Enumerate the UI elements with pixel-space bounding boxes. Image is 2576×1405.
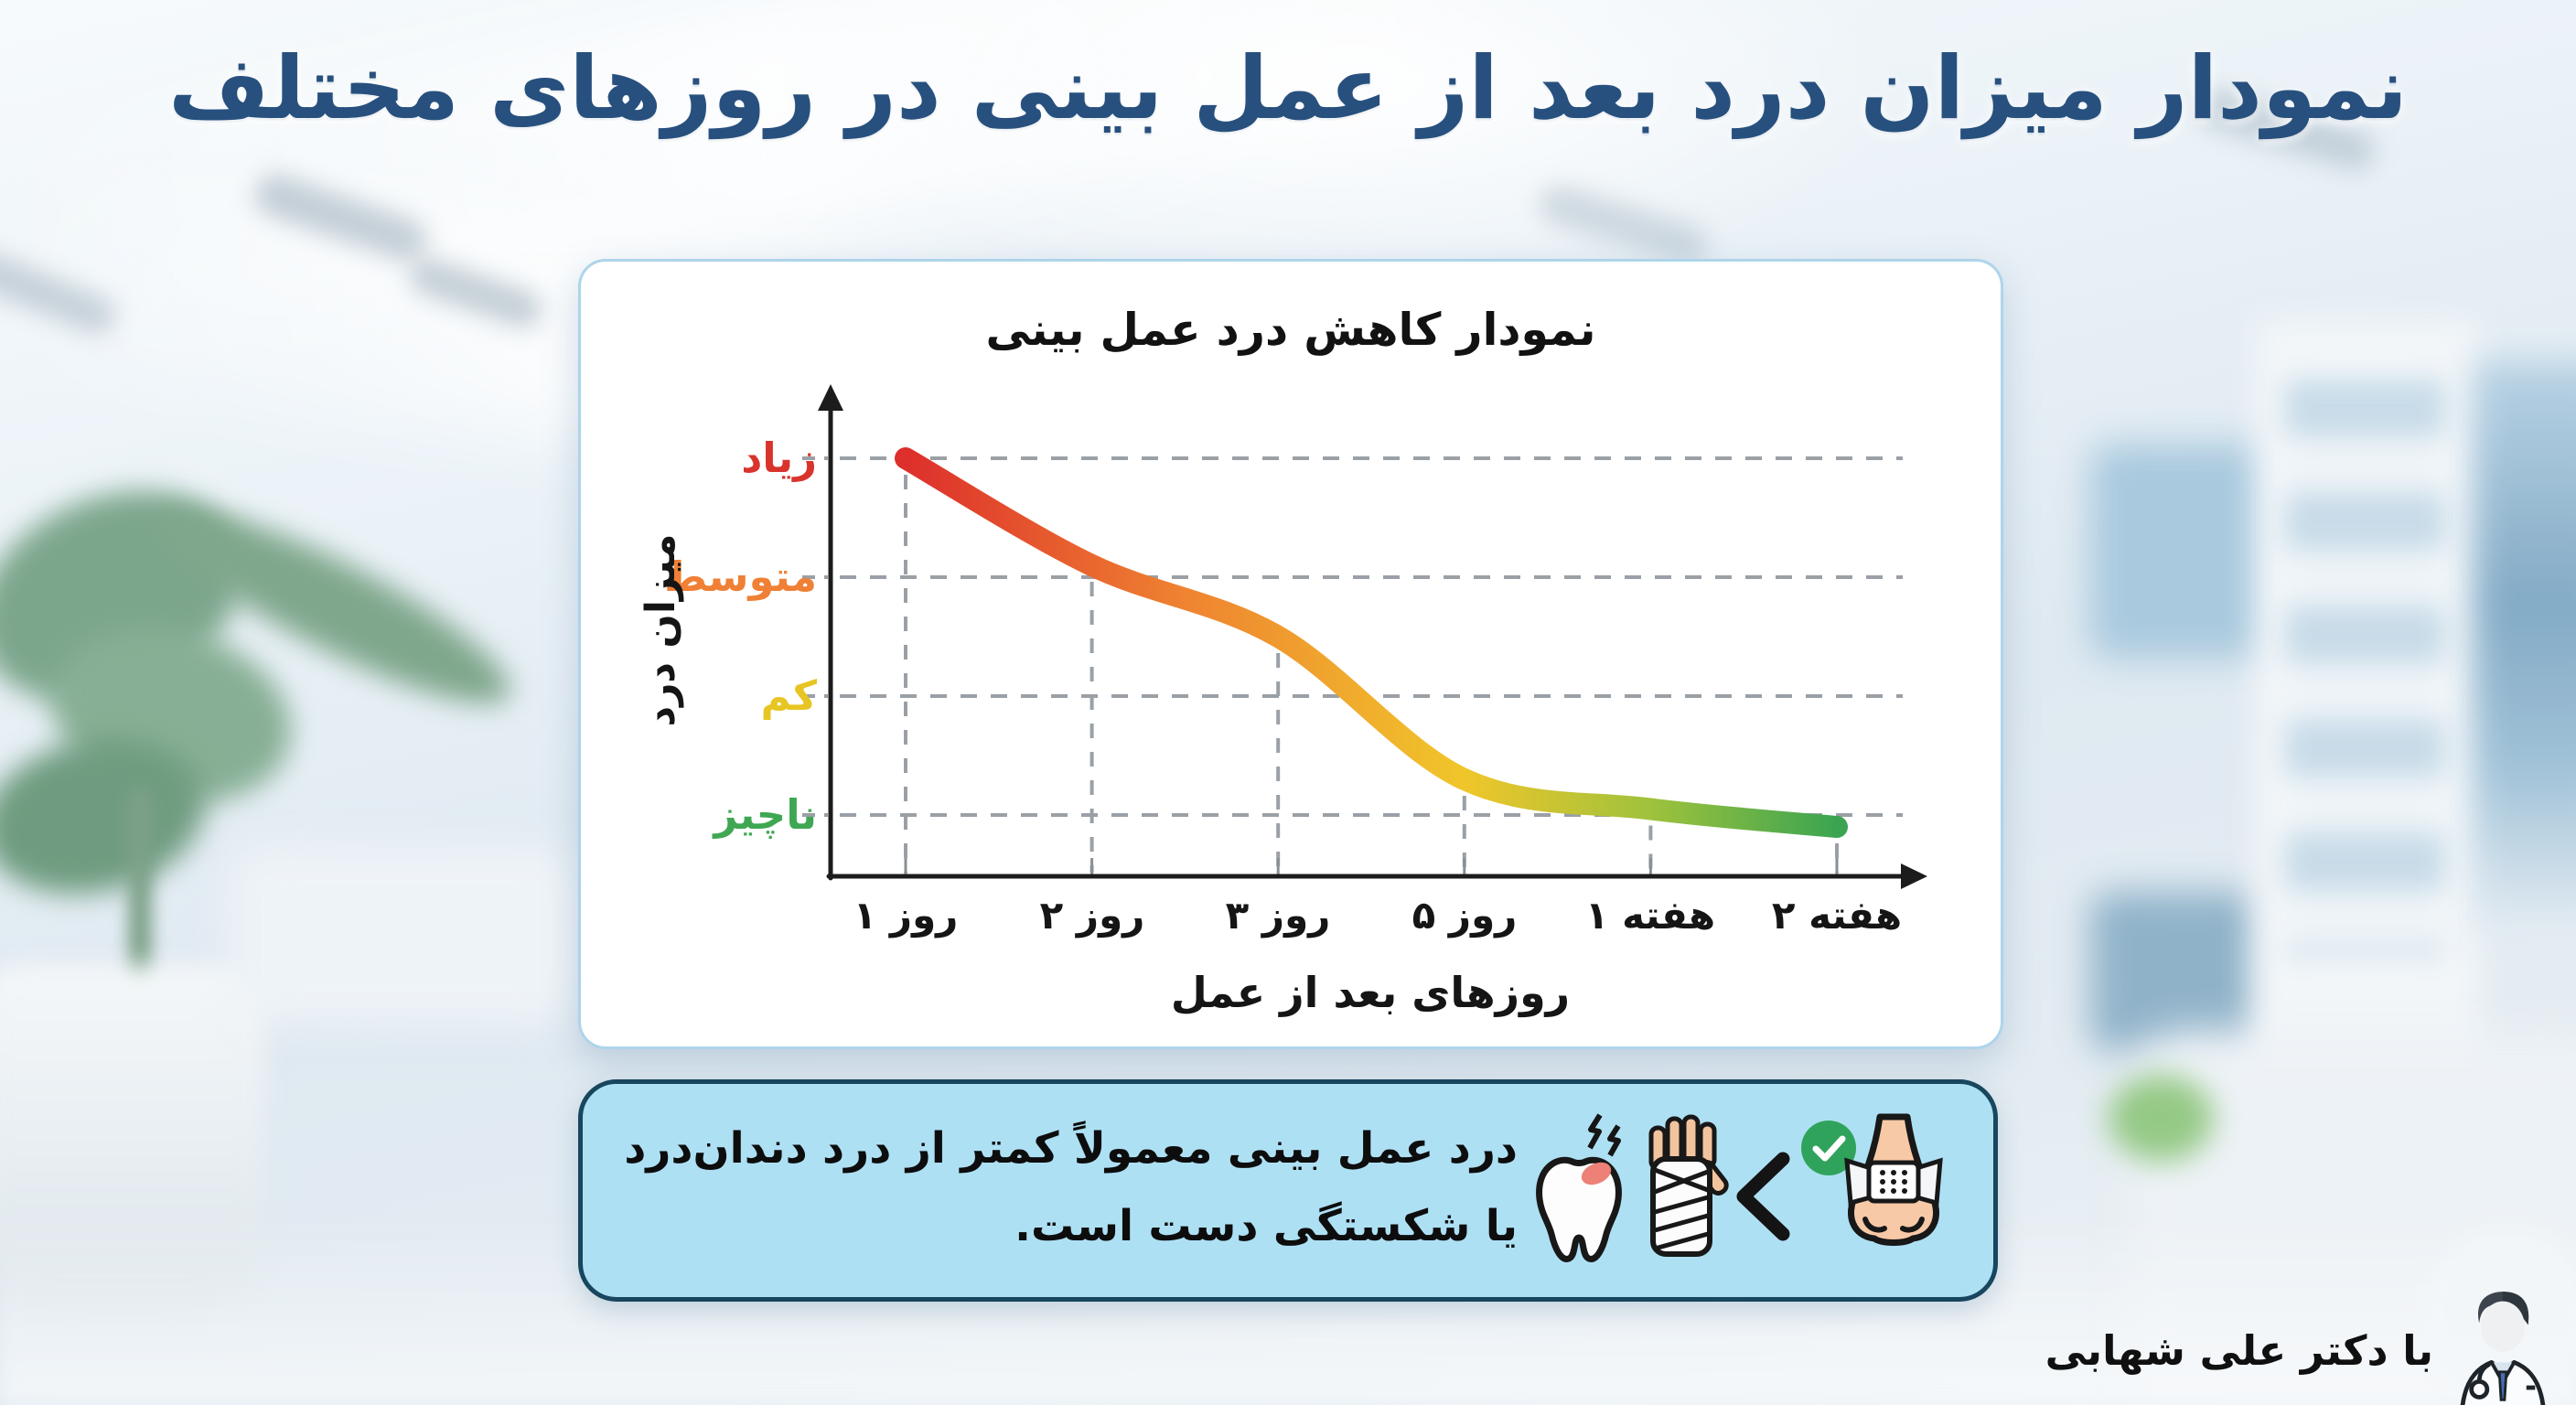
nose-bandage-icon bbox=[1834, 1111, 1953, 1253]
comparison-card: درد عمل بینی معمولاً کمتر از درد دندان‌د… bbox=[578, 1079, 1998, 1302]
chart-title: نمودار کاهش درد عمل بینی bbox=[985, 304, 1596, 356]
blurred-plant-accent bbox=[2109, 1075, 2214, 1162]
comparison-text: درد عمل بینی معمولاً کمتر از درد دندان‌د… bbox=[619, 1110, 1518, 1265]
blurred-wall-panel bbox=[2474, 361, 2576, 938]
x-label-day5: روز ۵ bbox=[1411, 893, 1518, 938]
pain-line-chart bbox=[802, 384, 1927, 889]
pain-curve bbox=[895, 447, 1848, 838]
x-axis-arrow bbox=[1901, 863, 1927, 889]
blurred-shelf-panel bbox=[2090, 444, 2278, 659]
x-label-week1: هفته ۱ bbox=[1584, 893, 1716, 938]
x-label-day2: روز ۲ bbox=[1039, 893, 1145, 938]
y-label-medium: متوسط bbox=[664, 552, 817, 601]
y-axis-arrow bbox=[818, 384, 843, 411]
y-label-high: زیاد bbox=[741, 434, 817, 482]
chart-card: نمودار کاهش درد عمل بینی bbox=[578, 259, 2003, 1049]
y-axis-ticks bbox=[802, 456, 828, 817]
y-label-negligible: ناچیز bbox=[714, 790, 817, 839]
doctor-avatar-icon bbox=[2446, 1282, 2560, 1405]
x-axis-ticks bbox=[904, 858, 1839, 874]
blurred-desk bbox=[229, 846, 585, 1024]
comparison-text-line1: درد عمل بینی معمولاً کمتر از درد دندان‌د… bbox=[624, 1123, 1518, 1174]
bandaged-wrist-icon bbox=[1644, 1113, 1731, 1260]
comparison-text-line2: یا شکستگی دست است. bbox=[1014, 1201, 1518, 1251]
less-than-symbol bbox=[1732, 1150, 1792, 1243]
x-label-day1: روز ۱ bbox=[853, 893, 959, 938]
green-check-icon bbox=[1799, 1119, 1858, 1177]
x-label-week2: هفته ۲ bbox=[1771, 893, 1903, 938]
y-axis-title: میزان درد bbox=[638, 533, 684, 727]
y-label-low: کم bbox=[760, 671, 817, 720]
page-title: نمودار میزان درد بعد از عمل بینی در روزه… bbox=[168, 38, 2408, 139]
axes bbox=[826, 402, 1910, 881]
x-axis-title: روزهای بعد از عمل bbox=[1170, 968, 1571, 1017]
credit-text: با دکتر علی شهابی bbox=[2045, 1325, 2433, 1375]
blurred-shelf-panel bbox=[2090, 892, 2259, 1052]
blurred-shelf-rows bbox=[2285, 380, 2445, 956]
aching-tooth-icon bbox=[1523, 1110, 1635, 1272]
x-label-day3: روز ۳ bbox=[1225, 893, 1331, 938]
credit: با دکتر علی شهابی bbox=[2045, 1282, 2560, 1405]
